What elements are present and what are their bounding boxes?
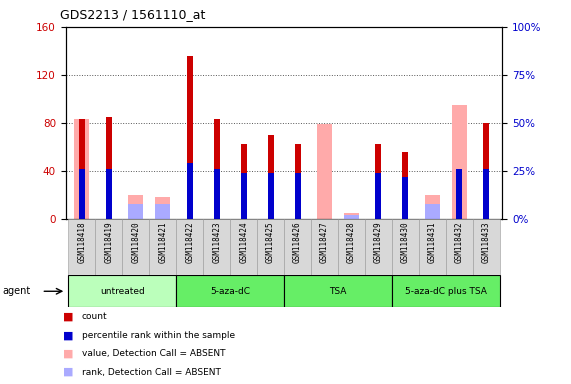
Bar [452,105,467,219]
Bar [317,124,332,219]
Bar [268,173,274,219]
Bar [79,169,85,219]
Bar [392,219,419,275]
Text: GSM118419: GSM118419 [104,222,113,263]
Text: agent: agent [3,286,31,296]
Text: 5-aza-dC: 5-aza-dC [210,287,250,296]
Bar [187,163,192,219]
Text: GSM118425: GSM118425 [266,222,275,263]
Bar [230,219,257,275]
Bar [483,169,489,219]
Text: GSM118431: GSM118431 [428,222,437,263]
Bar [344,213,359,219]
Bar [425,204,440,219]
Bar [122,219,149,275]
Bar [376,173,381,219]
Text: ■: ■ [63,349,73,359]
Bar [403,152,408,219]
Bar [203,219,230,275]
Text: GSM118428: GSM118428 [347,222,356,263]
Bar [268,135,274,219]
Bar [376,144,381,219]
Bar [419,219,446,275]
Bar [240,173,247,219]
Bar [338,219,365,275]
Text: GSM118426: GSM118426 [293,222,302,263]
Text: GSM118424: GSM118424 [239,222,248,263]
Text: GSM118427: GSM118427 [320,222,329,263]
Bar [240,144,247,219]
Bar [365,219,392,275]
Bar [106,169,112,219]
Text: GSM118433: GSM118433 [482,222,491,263]
Text: 5-aza-dC plus TSA: 5-aza-dC plus TSA [405,287,487,296]
Bar [69,275,176,307]
Bar [155,197,170,219]
Bar [79,119,85,219]
Bar [295,173,300,219]
Text: GSM118429: GSM118429 [374,222,383,263]
Text: untreated: untreated [100,287,144,296]
Text: percentile rank within the sample: percentile rank within the sample [82,331,235,340]
Bar [149,219,176,275]
Text: GSM118418: GSM118418 [77,222,86,263]
Bar [214,169,220,219]
Text: GDS2213 / 1561110_at: GDS2213 / 1561110_at [60,8,206,21]
Bar [284,275,392,307]
Bar [257,219,284,275]
Bar [392,275,500,307]
Text: GSM118432: GSM118432 [455,222,464,263]
Bar [128,195,143,219]
Bar [483,123,489,219]
Bar [214,119,220,219]
Bar [425,195,440,219]
Bar [473,219,500,275]
Text: value, Detection Call = ABSENT: value, Detection Call = ABSENT [82,349,225,358]
Text: ■: ■ [63,367,73,377]
Bar [344,215,359,219]
Text: GSM118421: GSM118421 [158,222,167,263]
Bar [187,56,192,219]
Bar [95,219,122,275]
Bar [295,144,300,219]
Bar [176,275,284,307]
Bar [403,177,408,219]
Bar [176,219,203,275]
Bar [74,119,89,219]
Text: GSM118420: GSM118420 [131,222,140,263]
Text: GSM118430: GSM118430 [401,222,410,263]
Text: GSM118422: GSM118422 [185,222,194,263]
Bar [128,204,143,219]
Text: GSM118423: GSM118423 [212,222,221,263]
Bar [311,219,338,275]
Bar [456,169,463,219]
Text: rank, Detection Call = ABSENT: rank, Detection Call = ABSENT [82,367,220,377]
Bar [446,219,473,275]
Bar [106,117,112,219]
Bar [69,219,95,275]
Bar [155,204,170,219]
Text: TSA: TSA [329,287,347,296]
Text: ■: ■ [63,330,73,340]
Text: ■: ■ [63,312,73,322]
Bar [284,219,311,275]
Text: count: count [82,312,107,321]
